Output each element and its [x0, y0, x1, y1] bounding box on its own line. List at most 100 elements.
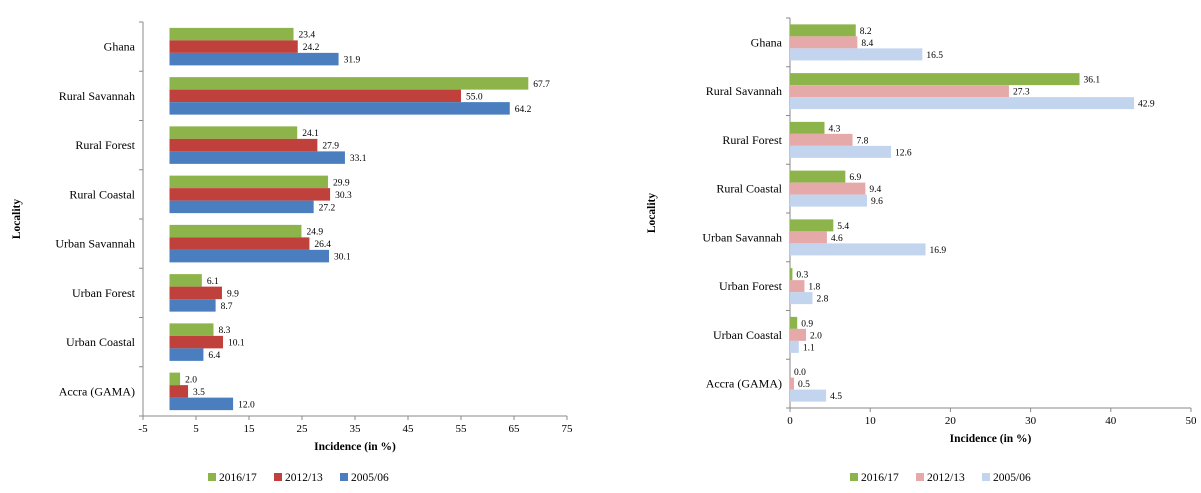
y-axis-title: Locality — [646, 193, 658, 233]
bar-2012-13-rural-forest — [790, 133, 853, 146]
category-label-ghana: Ghana — [104, 40, 136, 54]
data-label-2005-06-rural-forest: 12.6 — [895, 148, 912, 158]
bar-2012-13-rural-coastal — [790, 182, 866, 195]
category-label-urban-coastal: Urban Coastal — [713, 328, 783, 342]
x-tick-label: 25 — [297, 423, 309, 435]
legend: 2016/17 2012/13 2005/06 — [208, 472, 389, 484]
data-label-2016-17-rural-coastal: 29.9 — [333, 178, 350, 188]
x-tick-label: 10 — [865, 415, 877, 427]
x-tick-label: 20 — [945, 415, 957, 427]
bar-2012-13-urban-coastal — [790, 328, 807, 341]
data-label-2012-13-accra-gama: 3.5 — [193, 388, 205, 398]
category-label-rural-forest: Rural Forest — [75, 138, 135, 152]
legend-label-2005-06: 2005/06 — [993, 472, 1031, 484]
bar-2012-13-ghana — [790, 36, 858, 49]
data-label-2005-06-accra-gama: 12.0 — [238, 400, 255, 410]
bar-2016-17-ghana — [790, 24, 856, 37]
bar-2005-06-urban-coastal — [790, 340, 799, 353]
x-tick-label: 65 — [509, 423, 521, 435]
data-label-2005-06-urban-forest: 8.7 — [221, 302, 233, 312]
data-label-2016-17-urban-savannah: 24.9 — [306, 228, 323, 238]
bar-2012-13-rural-savannah — [169, 89, 461, 103]
data-label-2005-06-urban-savannah: 16.9 — [930, 246, 947, 256]
bar-2005-06-rural-savannah — [790, 97, 1135, 110]
bar-2012-13-ghana — [169, 40, 298, 53]
data-label-2012-13-rural-forest: 27.9 — [322, 142, 339, 152]
bar-2005-06-ghana — [790, 48, 923, 61]
x-tick-label: 50 — [1186, 415, 1198, 427]
bar-2016-17-rural-forest — [790, 121, 825, 134]
bar-2005-06-rural-coastal — [790, 194, 867, 207]
bar-2005-06-urban-coastal — [169, 348, 204, 361]
legend-label-2016-17: 2016/17 — [861, 472, 899, 484]
data-label-2005-06-rural-forest: 33.1 — [350, 154, 367, 164]
legend-label-2005-06: 2005/06 — [351, 472, 389, 484]
bar-2005-06-urban-savannah — [169, 249, 330, 263]
data-label-2012-13-ghana: 24.2 — [303, 43, 320, 53]
bar-2012-13-urban-coastal — [169, 335, 224, 349]
data-label-2012-13-urban-savannah: 26.4 — [314, 240, 331, 250]
data-label-2016-17-urban-forest: 6.1 — [207, 277, 219, 287]
data-label-2012-13-urban-forest: 9.9 — [227, 289, 239, 299]
bar-2005-06-rural-forest — [790, 145, 892, 158]
category-label-accra-gama: Accra (GAMA) — [59, 384, 135, 398]
legend: 2016/17 2012/13 2005/06 — [850, 472, 1031, 484]
bar-2012-13-urban-savannah — [169, 237, 310, 250]
category-label-rural-savannah: Rural Savannah — [706, 84, 782, 98]
data-label-2012-13-accra-gama: 0.5 — [798, 380, 810, 390]
x-tick-label: 45 — [403, 423, 415, 435]
data-label-2016-17-rural-forest: 24.1 — [302, 129, 319, 139]
data-label-2012-13-rural-forest: 7.8 — [857, 136, 869, 146]
bar-2012-13-rural-coastal — [169, 188, 331, 201]
data-label-2005-06-ghana: 31.9 — [344, 56, 361, 66]
bar-2016-17-urban-forest — [790, 268, 793, 281]
category-label-urban-savannah: Urban Savannah — [55, 237, 135, 251]
category-label-urban-coastal: Urban Coastal — [66, 335, 136, 349]
bar-2016-17-urban-coastal — [169, 323, 214, 336]
data-label-2012-13-rural-savannah: 27.3 — [1013, 88, 1030, 98]
category-label-rural-coastal: Rural Coastal — [69, 187, 135, 201]
legend-label-2012-13: 2012/13 — [927, 472, 965, 484]
legend-label-2016-17: 2016/17 — [219, 472, 257, 484]
data-label-2005-06-urban-savannah: 30.1 — [334, 253, 351, 263]
category-label-rural-savannah: Rural Savannah — [59, 89, 135, 103]
data-label-2016-17-ghana: 23.4 — [299, 31, 316, 41]
x-tick-label: -5 — [138, 423, 148, 435]
data-label-2012-13-urban-coastal: 10.1 — [228, 339, 245, 349]
data-label-2005-06-rural-coastal: 27.2 — [319, 203, 336, 213]
y-axis-title: Locality — [11, 199, 23, 239]
category-label-ghana: Ghana — [751, 35, 783, 49]
bar-2016-17-urban-savannah — [790, 219, 834, 232]
bar-2012-13-urban-forest — [169, 286, 222, 300]
bar-2005-06-accra-gama — [790, 389, 827, 402]
data-label-2016-17-rural-coastal: 6.9 — [849, 173, 861, 183]
bar-2005-06-ghana — [169, 52, 339, 66]
legend-swatch-2012-13 — [916, 473, 924, 481]
bar-2012-13-urban-savannah — [790, 231, 827, 244]
bar-2016-17-urban-coastal — [790, 316, 798, 329]
bar-2012-13-accra-gama — [169, 385, 189, 398]
x-tick-label: 0 — [787, 415, 793, 427]
data-label-2005-06-accra-gama: 4.5 — [830, 392, 842, 402]
x-tick-label: 30 — [1025, 415, 1037, 427]
category-label-urban-forest: Urban Forest — [72, 286, 136, 300]
x-tick-label: 5 — [193, 423, 199, 435]
legend-swatch-2012-13 — [274, 473, 282, 481]
data-label-2016-17-urban-forest: 0.3 — [796, 271, 808, 281]
bar-2016-17-urban-forest — [169, 274, 202, 287]
data-label-2005-06-rural-savannah: 64.2 — [515, 105, 532, 115]
bar-2012-13-urban-forest — [790, 280, 805, 293]
x-tick-label: 15 — [244, 423, 256, 435]
legend-label-2012-13: 2012/13 — [285, 472, 323, 484]
data-label-2012-13-ghana: 8.4 — [861, 39, 873, 49]
legend-swatch-2016-17 — [850, 473, 858, 481]
bar-2012-13-accra-gama — [790, 377, 795, 390]
data-label-2016-17-urban-savannah: 5.4 — [837, 222, 849, 232]
legend-swatch-2016-17 — [208, 473, 216, 481]
bar-2005-06-rural-forest — [169, 151, 345, 164]
data-label-2005-06-urban-forest: 2.8 — [816, 295, 828, 305]
bar-2016-17-rural-coastal — [790, 170, 846, 183]
bar-2005-06-rural-coastal — [169, 200, 314, 214]
bar-2016-17-rural-savannah — [790, 73, 1080, 86]
